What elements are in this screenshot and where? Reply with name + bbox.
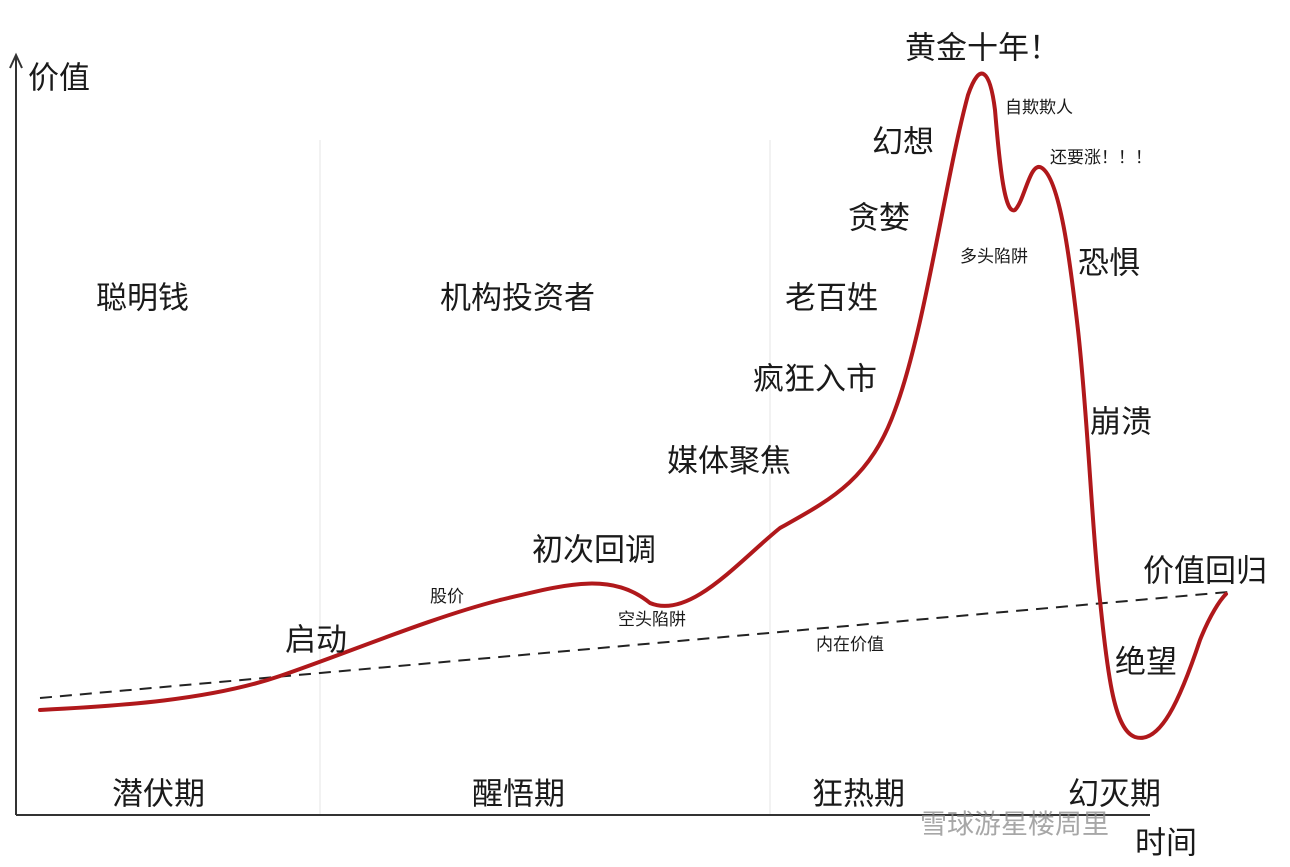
participant-label: 聪明钱 [96,281,189,317]
participant-label: 老百姓 [785,281,878,317]
curve-label: 幻想 [872,125,934,161]
curve-label: 黄金十年！ [905,31,1060,67]
x-axis-label: 时间 [1135,826,1197,862]
curve-label: 股价 [430,587,464,607]
phase-label: 潜伏期 [112,777,205,813]
curve-label: 价值回归 [1143,554,1267,590]
curve-label: 内在价值 [816,635,884,655]
phase-label: 醒悟期 [472,777,565,813]
curve-label: 绝望 [1115,645,1177,681]
watermark: 雪球游星楼周里 [920,810,1109,841]
curve-label: 还要涨！！！ [1050,148,1152,168]
phase-label: 狂热期 [812,777,905,813]
curve-label: 空头陷阱 [618,610,686,630]
curve-label: 启动 [285,623,347,659]
curve-label: 初次回调 [532,533,656,569]
curve-label: 贪婪 [848,201,910,237]
curve-label: 恐惧 [1078,246,1140,282]
curve-label: 自欺欺人 [1005,98,1073,118]
phase-label: 幻灭期 [1068,777,1161,813]
participant-label: 机构投资者 [440,281,595,317]
y-axis-label: 价值 [28,61,90,97]
curve-label: 多头陷阱 [960,247,1028,267]
intrinsic-value-line [39,591,1229,699]
y-axis-arrow [9,52,23,69]
curve-label: 媒体聚焦 [667,444,791,480]
curve-label: 崩溃 [1090,405,1152,441]
price-curve [38,71,1228,740]
curve-label: 疯狂入市 [753,362,877,398]
